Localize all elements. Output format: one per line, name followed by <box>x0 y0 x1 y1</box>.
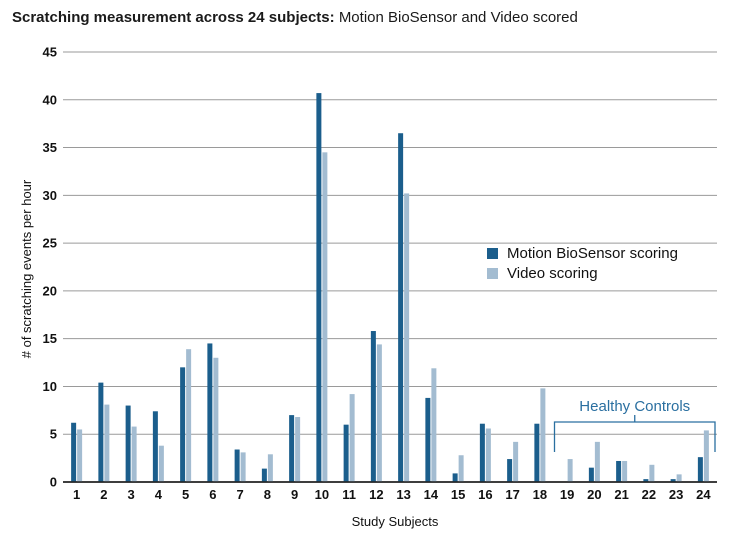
bar-motion-biosensor <box>588 467 594 482</box>
bar-video <box>458 455 464 482</box>
x-axis-title: Study Subjects <box>352 514 439 529</box>
bar-video <box>295 417 301 482</box>
chart-title: Scratching measurement across 24 subject… <box>12 9 578 26</box>
bar-motion-biosensor <box>71 422 77 482</box>
x-tick-label: 12 <box>369 487 383 502</box>
y-tick-label: 30 <box>43 188 57 203</box>
x-tick-label: 6 <box>209 487 216 502</box>
chart-title-rest: Motion BioSensor and Video scored <box>338 9 578 26</box>
x-tick-label: 18 <box>533 487 547 502</box>
bar-motion-biosensor <box>180 367 186 482</box>
bar-motion-biosensor <box>507 459 513 482</box>
bar-video <box>485 428 491 482</box>
x-tick-label: 22 <box>642 487 656 502</box>
bar-motion-biosensor <box>670 479 676 482</box>
y-tick-label: 40 <box>43 92 57 107</box>
bar-video <box>349 394 355 482</box>
bar-motion-biosensor <box>261 468 267 482</box>
x-tick-label: 11 <box>342 487 356 502</box>
bar-video <box>622 460 628 482</box>
x-tick-label: 1 <box>73 487 80 502</box>
bar-motion-biosensor <box>234 449 240 482</box>
bar-motion-biosensor <box>697 457 703 482</box>
y-tick-label: 0 <box>50 475 57 490</box>
bar-video <box>186 349 192 482</box>
bar-motion-biosensor <box>370 331 376 482</box>
y-tick-label: 10 <box>43 379 57 394</box>
bar-motion-biosensor <box>425 397 431 482</box>
bar-video <box>649 464 655 482</box>
legend-label: Video scoring <box>507 265 598 282</box>
bar-video <box>431 368 437 482</box>
x-tick-label: 16 <box>478 487 492 502</box>
x-tick-label: 24 <box>696 487 711 502</box>
x-tick-label: 21 <box>614 487 628 502</box>
bar-video <box>513 441 519 482</box>
bar-motion-biosensor <box>643 479 649 482</box>
x-tick-label: 13 <box>396 487 410 502</box>
bar-video <box>240 452 246 482</box>
x-tick-label: 4 <box>155 487 163 502</box>
bar-video <box>267 454 273 482</box>
bar-motion-biosensor <box>289 415 295 482</box>
x-tick-label: 5 <box>182 487 189 502</box>
legend-swatch <box>487 268 498 279</box>
x-tick-label: 8 <box>264 487 271 502</box>
y-axis-title: # of scratching events per hour <box>19 179 34 358</box>
x-tick-label: 19 <box>560 487 574 502</box>
bar-motion-biosensor <box>125 405 131 482</box>
bar-video <box>404 193 410 482</box>
x-tick-label: 3 <box>128 487 135 502</box>
x-tick-label: 14 <box>424 487 439 502</box>
bar-motion-biosensor <box>98 382 104 482</box>
bar-video <box>322 152 328 483</box>
x-tick-label: 9 <box>291 487 298 502</box>
bar-motion-biosensor <box>207 343 213 482</box>
legend-swatch <box>487 248 498 259</box>
legend-label: Motion BioSensor scoring <box>507 245 678 262</box>
bar-motion-biosensor <box>616 460 622 482</box>
bar-video <box>376 344 382 482</box>
chart-title-bold: Scratching measurement across 24 subject… <box>12 9 335 26</box>
bar-motion-biosensor <box>343 424 349 482</box>
bar-motion-biosensor <box>452 473 458 482</box>
y-tick-label: 35 <box>43 140 57 155</box>
x-tick-label: 23 <box>669 487 683 502</box>
x-tick-label: 20 <box>587 487 601 502</box>
bar-motion-biosensor <box>152 411 158 482</box>
bar-video <box>567 459 573 482</box>
x-tick-label: 17 <box>505 487 519 502</box>
bar-video <box>104 404 110 482</box>
bar-motion-biosensor <box>479 423 485 482</box>
bar-video <box>158 445 164 482</box>
bar-video <box>213 357 219 482</box>
y-tick-label: 15 <box>43 331 57 346</box>
bar-motion-biosensor <box>316 93 322 482</box>
y-tick-label: 25 <box>43 236 57 251</box>
y-tick-label: 45 <box>43 45 57 60</box>
bar-video <box>540 388 546 482</box>
x-tick-label: 2 <box>100 487 107 502</box>
bar-video <box>594 441 600 482</box>
x-tick-label: 7 <box>237 487 244 502</box>
bar-video <box>131 426 137 482</box>
x-tick-label: 15 <box>451 487 465 502</box>
healthy-controls-label: Healthy Controls <box>579 398 690 415</box>
healthy-controls-bracket <box>553 421 716 452</box>
x-tick-label: 10 <box>315 487 329 502</box>
bar-video <box>703 430 709 482</box>
bar-video <box>676 474 682 482</box>
bar-video <box>77 429 83 482</box>
y-tick-label: 20 <box>43 283 57 298</box>
y-tick-label: 5 <box>50 427 57 442</box>
bar-motion-biosensor <box>534 423 540 482</box>
bar-motion-biosensor <box>398 133 404 482</box>
